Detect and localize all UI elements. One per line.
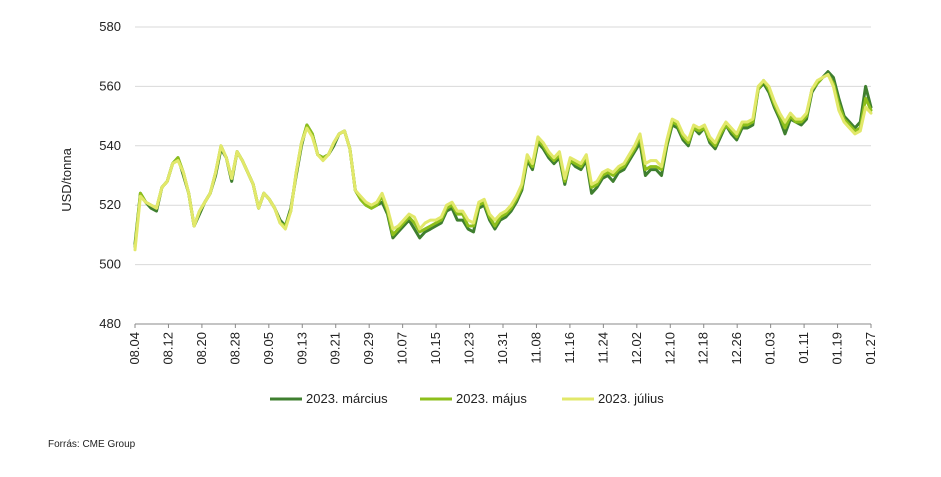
x-tick-label: 09.29 bbox=[361, 332, 376, 365]
x-tick-label: 10.15 bbox=[428, 332, 443, 365]
x-tick-label: 01.11 bbox=[796, 332, 811, 364]
series-line-3 bbox=[133, 73, 873, 252]
x-tick-label: 09.05 bbox=[261, 332, 276, 365]
legend-label-1: 2023. március bbox=[306, 391, 388, 406]
series-lines bbox=[133, 70, 873, 252]
x-tick-label: 12.26 bbox=[729, 332, 744, 365]
legend-label-3: 2023. július bbox=[598, 391, 664, 406]
legend-label-2: 2023. május bbox=[456, 391, 527, 406]
x-tick-label: 08.20 bbox=[194, 332, 209, 365]
x-tick-label: 11.16 bbox=[562, 332, 577, 364]
x-tick-label: 01.03 bbox=[763, 332, 778, 365]
source-note: Forrás: CME Group bbox=[48, 439, 136, 450]
x-tick-label: 10.31 bbox=[495, 332, 510, 365]
gridlines bbox=[135, 26, 871, 325]
y-tick-label: 520 bbox=[99, 197, 121, 212]
y-tick-label: 560 bbox=[99, 78, 121, 93]
x-tick-label: 08.12 bbox=[160, 332, 175, 365]
y-tick-label: 580 bbox=[99, 19, 121, 34]
x-tick-label: 12.02 bbox=[629, 332, 644, 365]
x-axis: 08.04 08.12 08.20 08.28 09.05 09.13 09.21 09.29… bbox=[127, 324, 878, 365]
x-tick-label: 09.21 bbox=[328, 332, 343, 365]
x-tick-label: 10.07 bbox=[395, 332, 410, 365]
y-tick-label: 500 bbox=[99, 257, 121, 272]
x-tick-label: 10.23 bbox=[462, 332, 477, 365]
y-tick-label: 480 bbox=[99, 316, 121, 331]
x-tick-label: 12.18 bbox=[696, 332, 711, 365]
y-tick-label: 540 bbox=[99, 138, 121, 153]
x-tick-label: 11.08 bbox=[528, 332, 543, 364]
series-line-1 bbox=[133, 70, 873, 246]
y-axis-title: USD/tonna bbox=[59, 147, 74, 211]
x-tick-label: 01.19 bbox=[830, 332, 845, 365]
x-tick-label: 01.27 bbox=[863, 332, 878, 365]
x-tick-label: 09.13 bbox=[294, 332, 309, 365]
series-line-2 bbox=[133, 73, 873, 249]
x-tick-label: 11.24 bbox=[595, 332, 610, 364]
y-axis: 480 500 520 540 560 580 bbox=[99, 19, 121, 331]
x-tick-label: 08.04 bbox=[127, 332, 142, 365]
x-tick-label: 12.10 bbox=[662, 332, 677, 365]
x-tick-label: 08.28 bbox=[227, 332, 242, 365]
legend: 2023. március 2023. május 2023. július bbox=[270, 391, 664, 406]
